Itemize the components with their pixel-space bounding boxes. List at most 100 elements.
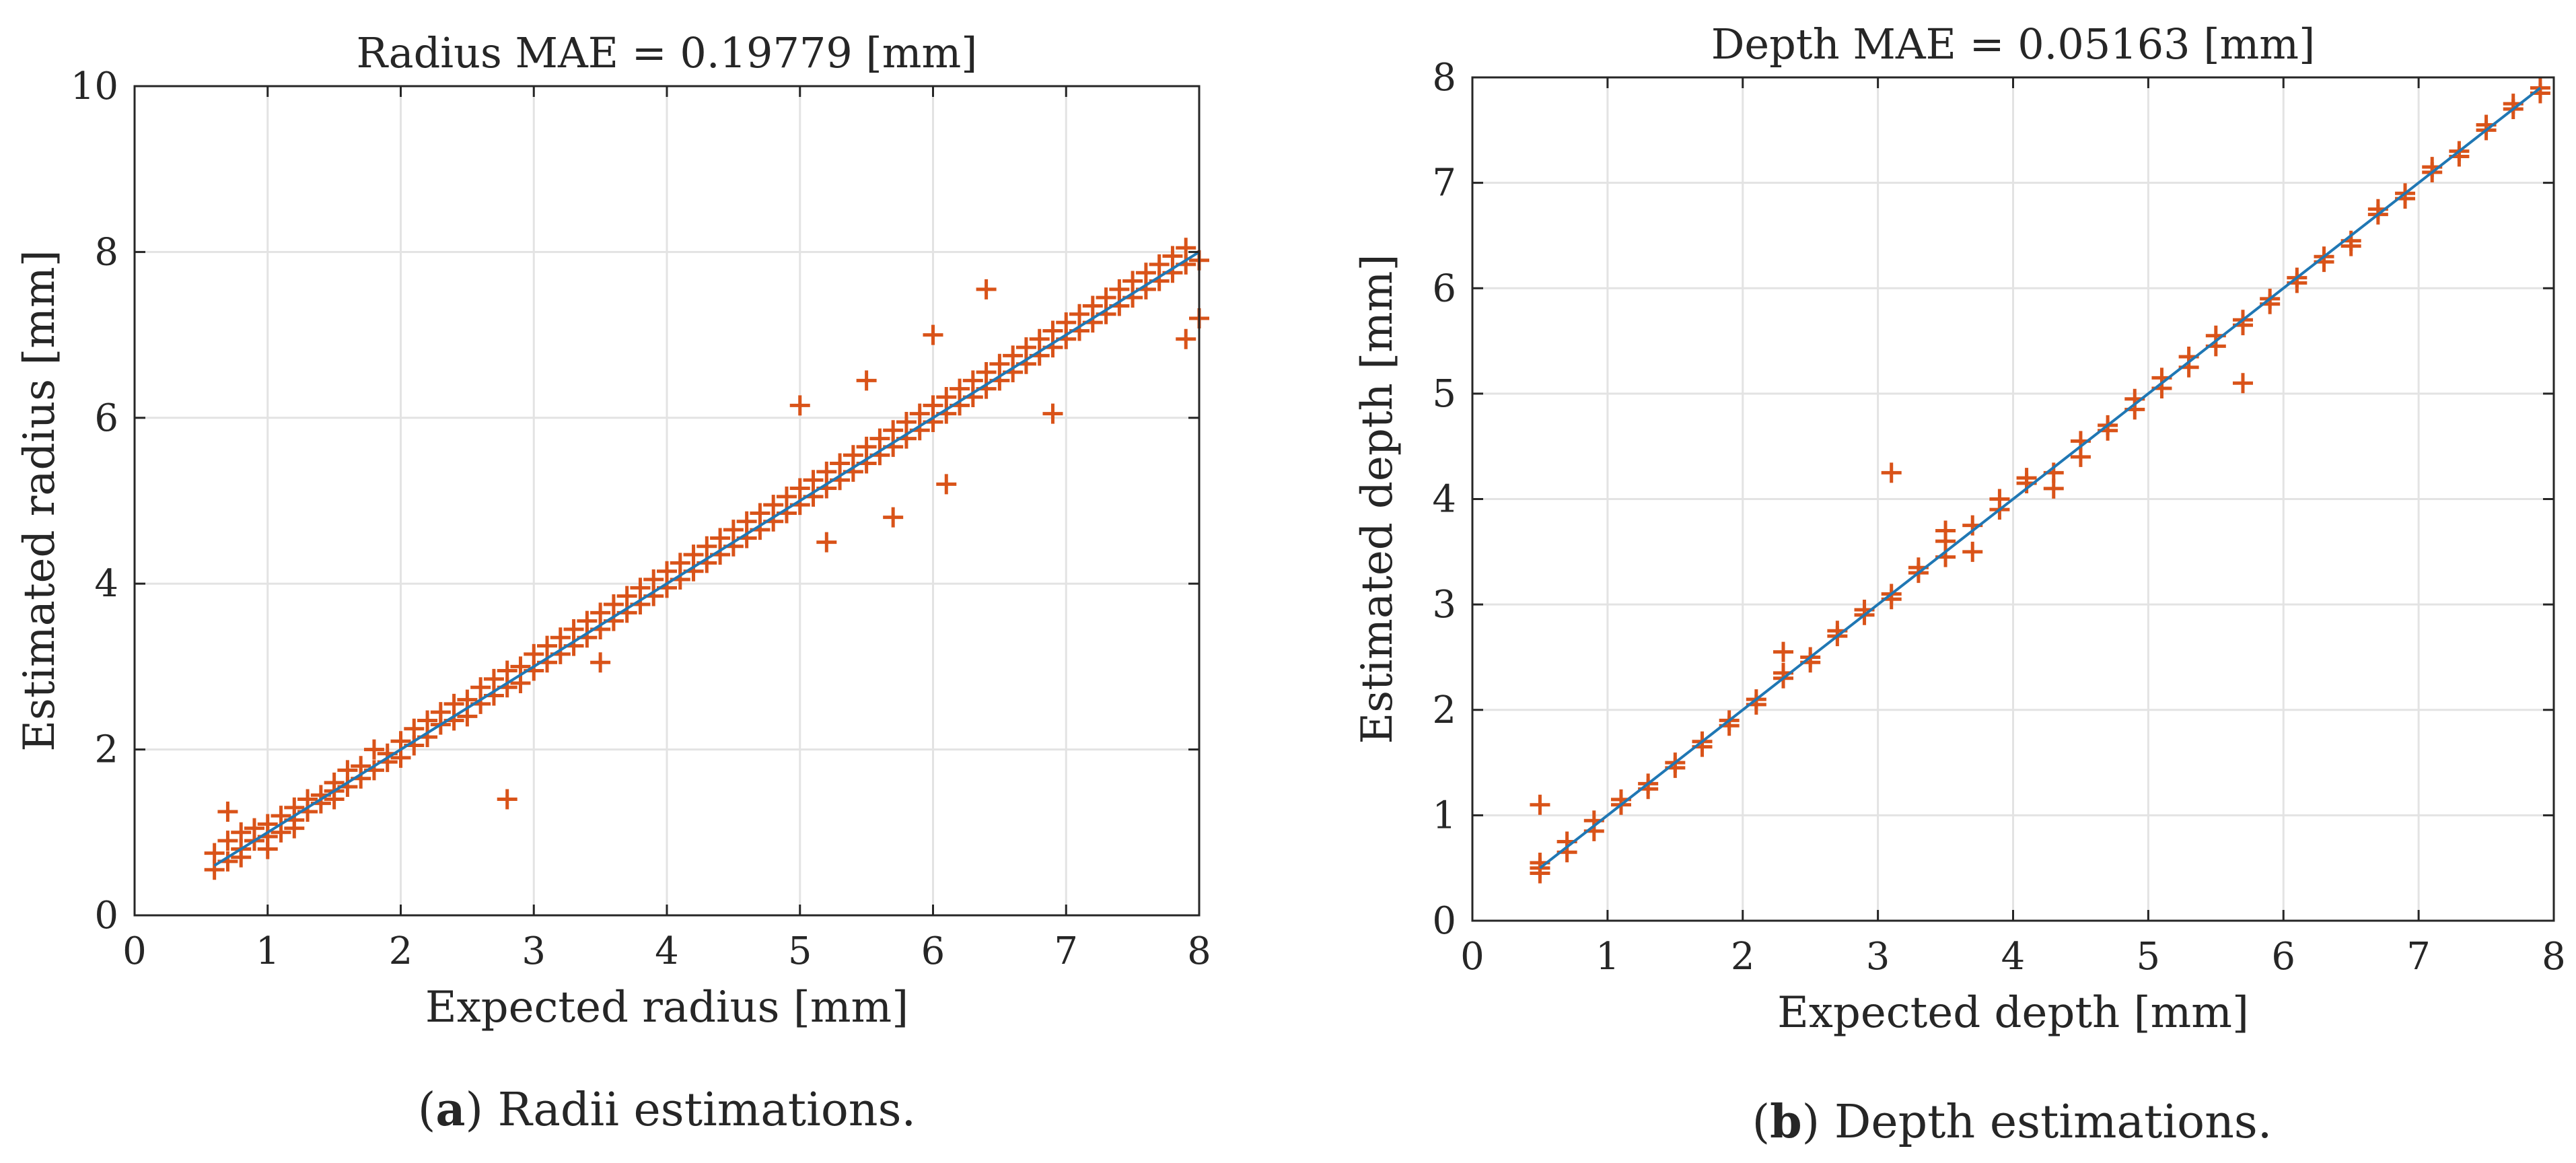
data-point [789, 478, 810, 499]
x-tick-label: 8 [1187, 929, 1211, 973]
data-point [231, 822, 252, 843]
data-point [976, 279, 997, 299]
data-point [976, 362, 997, 383]
data-point [577, 610, 598, 631]
data-point [1122, 271, 1143, 291]
x-tick-label: 6 [2271, 935, 2295, 979]
data-point [1162, 246, 1183, 267]
data-point [1149, 254, 1170, 275]
data-point [417, 710, 438, 731]
x-tick-label: 4 [655, 929, 679, 973]
data-point [750, 503, 771, 524]
x-axis-label: Expected radius [mm] [425, 983, 908, 1032]
data-point [670, 553, 690, 573]
x-tick-label: 8 [2542, 935, 2566, 979]
data-point [883, 420, 904, 441]
data-point [244, 818, 264, 839]
data-point [443, 693, 464, 714]
data-point [1042, 403, 1063, 424]
data-point [590, 652, 611, 673]
data-point [683, 544, 704, 565]
data-point [696, 536, 717, 557]
x-tick-label: 1 [1596, 935, 1620, 979]
data-point [962, 370, 983, 391]
data-point [869, 428, 890, 449]
data-point [1176, 328, 1196, 349]
x-tick-label: 7 [2406, 935, 2431, 979]
x-tick-label: 5 [788, 929, 812, 973]
data-point [936, 387, 957, 407]
fit-line [213, 250, 1201, 867]
data-point [1109, 279, 1130, 299]
x-tick-label: 1 [256, 929, 280, 973]
x-tick-label: 4 [2001, 935, 2026, 979]
data-point [923, 395, 943, 416]
x-tick-label: 7 [1054, 929, 1078, 973]
data-point [950, 378, 970, 399]
data-point [217, 831, 238, 851]
data-point [404, 718, 425, 739]
y-axis-label: Estimated depth [mm] [1353, 254, 1402, 744]
data-point [1935, 520, 1956, 541]
data-point [1042, 320, 1063, 341]
data-point [723, 520, 744, 540]
data-point [816, 532, 837, 553]
x-tick-label: 6 [921, 929, 945, 973]
data-point [1015, 337, 1036, 358]
data-point [497, 660, 517, 681]
chart-panel-a: 0 1 2 3 4 5 6 7 8 0 2 4 6 8 10 Radius MAE = 0.19779 [mm… [15, 28, 1211, 1137]
data-point [843, 445, 863, 466]
caption-text: Depth estimations. [1820, 1096, 2272, 1149]
data-point [1069, 304, 1090, 324]
caption-text: Radii estimations. [483, 1084, 916, 1137]
data-point [2232, 373, 2253, 394]
data-point [363, 739, 384, 760]
data-point [856, 436, 877, 457]
data-point [630, 577, 651, 598]
data-point [830, 453, 851, 474]
data-point [603, 594, 624, 614]
figure-caption: (b) Depth estimations. [1752, 1095, 2273, 1149]
data-point [816, 461, 837, 482]
data-point [763, 495, 784, 516]
data-point [1082, 295, 1103, 316]
y-tick-label: 8 [1432, 56, 1456, 100]
chart-title: Depth MAE = 0.05163 [mm] [1711, 20, 2316, 69]
data-point [1773, 641, 1794, 662]
data-point [1530, 794, 1550, 815]
data-point [537, 635, 558, 656]
y-tick-label: 6 [94, 396, 118, 440]
x-tick-label: 0 [122, 929, 147, 973]
x-axis-label: Expected depth [mm] [1777, 988, 2249, 1038]
data-point [1056, 312, 1077, 333]
y-tick-label: 2 [94, 728, 118, 772]
y-tick-label: 5 [1432, 372, 1456, 416]
y-tick-label: 3 [1432, 583, 1456, 627]
data-point [217, 802, 238, 822]
data-point [563, 619, 584, 639]
y-tick-label: 4 [94, 562, 118, 606]
data-point [896, 411, 917, 432]
data-point [776, 486, 797, 507]
y-tick-label: 10 [71, 65, 118, 108]
x-tick-label: 2 [389, 929, 413, 973]
y-tick-label: 4 [1432, 478, 1456, 522]
x-tick-label: 3 [522, 929, 546, 973]
chart-panel-b: 0 1 2 3 4 5 6 7 8 0 1 2 3 4 5 6 7 8 Depth MAE = 0.05163 [m… [1353, 20, 2566, 1149]
data-point [789, 395, 810, 416]
data-point [284, 818, 305, 839]
data-point [936, 474, 957, 495]
data-point [1003, 345, 1024, 366]
x-tick-label: 0 [1460, 935, 1484, 979]
y-tick-label: 2 [1432, 689, 1456, 732]
data-point [337, 760, 358, 781]
data-point [550, 627, 571, 648]
data-point [1135, 262, 1156, 283]
data-point [590, 602, 611, 623]
data-point [470, 677, 491, 698]
data-point [989, 353, 1010, 374]
data-point [1881, 462, 1902, 483]
y-tick-label: 7 [1432, 162, 1456, 205]
data-point [1096, 287, 1116, 308]
data-point [497, 789, 517, 810]
